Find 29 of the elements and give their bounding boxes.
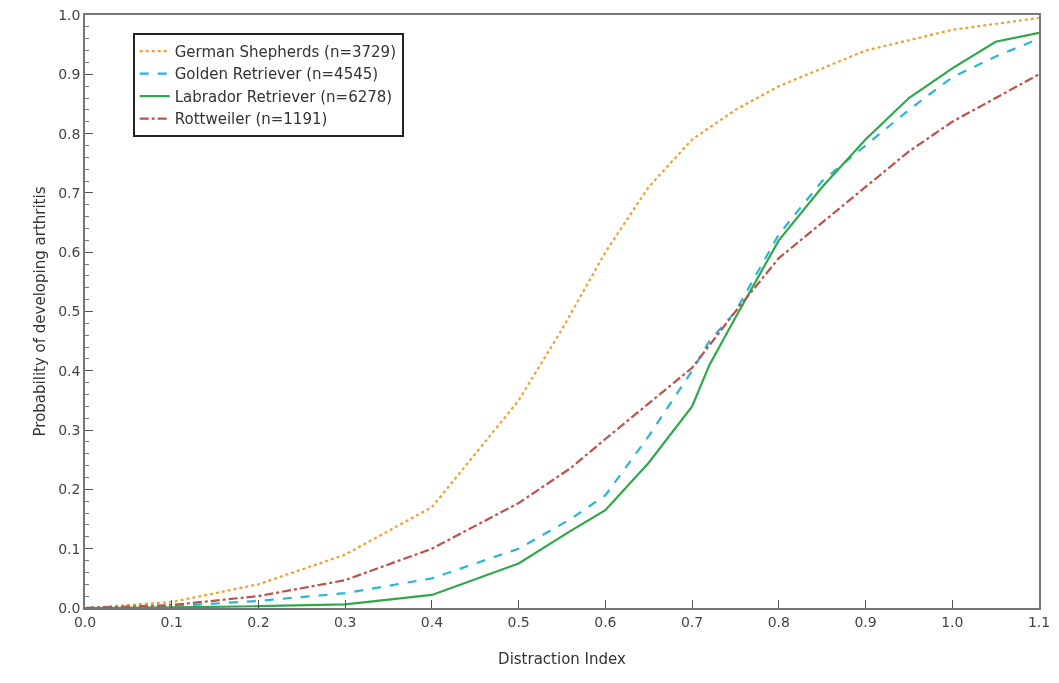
legend-label: Labrador Retriever (n=6278) (174, 87, 393, 106)
x-axis-title: Distraction Index (498, 649, 627, 668)
x-tick-label: 0.8 (767, 613, 790, 630)
x-tick-label: 0.2 (247, 613, 270, 630)
y-tick-label: 0.5 (58, 303, 81, 320)
x-tick-label: 0.6 (594, 613, 617, 630)
y-tick-label: 0.8 (58, 125, 81, 142)
y-tick-label: 1.0 (58, 6, 81, 23)
x-tick-label: 1.1 (1027, 613, 1051, 630)
legend-label: Rottweiler (n=1191) (174, 110, 328, 129)
y-tick-label: 0.4 (58, 362, 81, 379)
legend-label: Golden Retriever (n=4545) (174, 65, 379, 84)
y-tick-label: 0.1 (58, 540, 81, 557)
x-tick-label: 0.9 (854, 613, 877, 630)
x-tick-label: 0.5 (507, 613, 530, 630)
y-tick-label: 0.9 (58, 66, 81, 83)
x-tick-label: 0.7 (680, 613, 704, 630)
x-tick-label: 0.1 (160, 613, 183, 630)
y-tick-label: 0.7 (58, 184, 81, 201)
x-tick-label: 0.4 (420, 613, 444, 630)
x-tick-label: 1.0 (941, 613, 964, 630)
x-tick-label: 0.3 (334, 613, 357, 630)
y-tick-label: 0.2 (58, 481, 81, 498)
legend-label: German Shepherds (n=3729) (174, 42, 397, 61)
y-axis-title: Probability of developing arthritis (30, 186, 49, 437)
x-tick-label: 0.0 (73, 613, 97, 630)
y-tick-label: 0.0 (58, 599, 81, 616)
y-tick-label: 0.3 (58, 422, 81, 438)
y-tick-label: 0.6 (58, 244, 81, 261)
